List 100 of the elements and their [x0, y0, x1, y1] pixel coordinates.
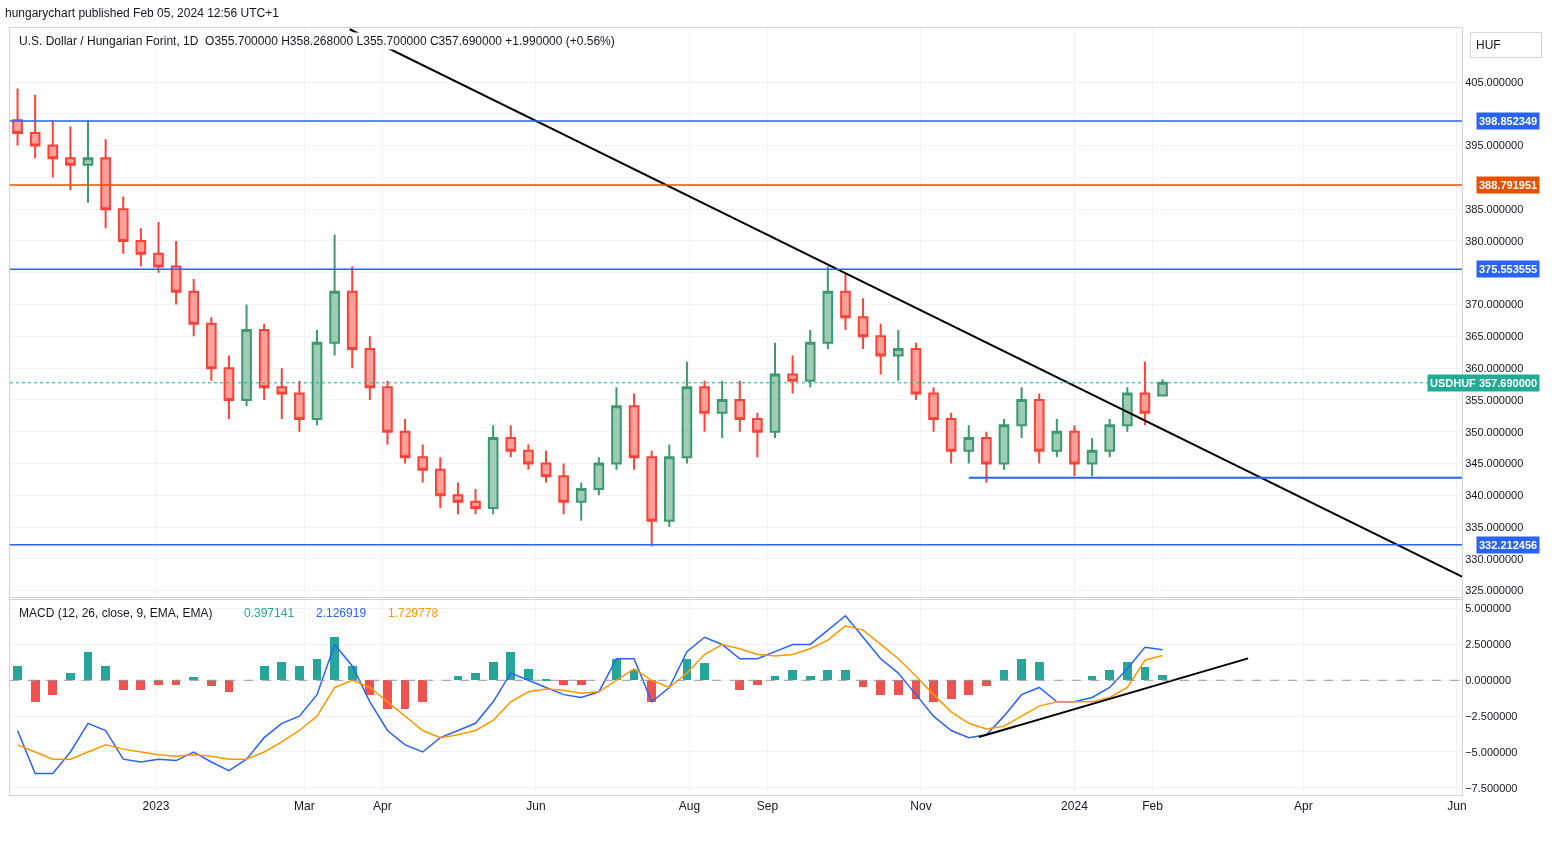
bar	[313, 659, 321, 680]
y-tick-label: 345.000000	[1465, 457, 1524, 470]
candlestick	[857, 297, 869, 351]
candlestick	[258, 322, 270, 401]
candlestick	[117, 195, 129, 255]
ref-line-label: 388.791951	[1479, 179, 1538, 191]
y-tick-label: 0.000000	[1465, 674, 1512, 687]
bar	[1105, 670, 1114, 680]
x-tick-label: Nov	[910, 799, 932, 814]
bar	[841, 670, 850, 680]
bar	[753, 680, 762, 685]
candlestick	[681, 360, 693, 465]
bar	[559, 680, 568, 685]
candlestick	[1051, 417, 1063, 459]
bar	[1000, 670, 1008, 680]
bar	[66, 673, 75, 680]
bar	[806, 676, 815, 680]
bar	[277, 662, 286, 680]
candlestick	[998, 417, 1010, 471]
candlestick	[505, 424, 517, 459]
y-tick-label: 360.000000	[1465, 361, 1524, 374]
candlestick	[523, 443, 534, 471]
y-tick-label: 365.000000	[1465, 330, 1524, 343]
candlestick	[593, 456, 605, 497]
candlestick	[1016, 386, 1027, 440]
bar	[48, 680, 57, 695]
candlestick	[1033, 392, 1045, 465]
candlestick	[734, 379, 746, 433]
x-tick-label: 2024	[1061, 799, 1089, 814]
ref-line-label: 332.212456	[1479, 539, 1538, 551]
x-tick-label: Jun	[526, 799, 546, 814]
text: U.S. Dollar / Hungarian Forint, 1D O355.700000 H358.268000 L355.700000 C357.690000 +1.990000 (+0.56%)	[19, 34, 615, 48]
y-tick-label: 355.000000	[1465, 393, 1524, 406]
bar	[330, 637, 339, 680]
bar	[506, 652, 515, 680]
candlestick	[29, 93, 41, 160]
candlestick	[611, 386, 622, 471]
candlestick	[1104, 417, 1116, 459]
bar	[1141, 667, 1149, 680]
x-tick-label: Jun	[1447, 799, 1467, 814]
line-series	[16, 625, 1164, 760]
bar	[700, 663, 709, 680]
text: MACD (12, 26, close, 9, EMA, EMA)	[19, 606, 213, 620]
candlestick	[787, 354, 798, 395]
candlestick	[206, 316, 217, 382]
candlestick	[470, 487, 481, 516]
candlestick	[435, 456, 446, 509]
candlestick	[804, 328, 816, 389]
candlestick	[311, 328, 323, 427]
candlestick	[82, 119, 94, 204]
y-tick-label: 385.000000	[1465, 203, 1524, 216]
y-tick-label: 395.000000	[1465, 139, 1524, 152]
candlestick	[928, 386, 939, 433]
candlestick	[294, 379, 305, 433]
candlestick	[276, 367, 288, 420]
bar	[383, 680, 392, 709]
bar	[119, 680, 128, 690]
bar	[1035, 662, 1044, 680]
bar	[454, 676, 462, 680]
bar	[31, 680, 40, 702]
y-tick-label: −7.500000	[1465, 781, 1518, 794]
candlestick	[417, 443, 429, 484]
candlestick	[716, 379, 728, 440]
candlestick	[540, 449, 552, 484]
candlestick	[382, 379, 393, 446]
y-tick-label: 405.000000	[1465, 75, 1524, 88]
bar	[1158, 675, 1167, 680]
candlestick	[346, 265, 358, 370]
x-tick-label: Feb	[1142, 799, 1164, 814]
bar	[13, 666, 22, 680]
candlestick	[963, 424, 975, 465]
y-tick-label: 380.000000	[1465, 234, 1524, 247]
bar	[489, 662, 498, 680]
candlestick	[364, 335, 376, 401]
candlestick	[153, 220, 164, 274]
bar	[735, 680, 744, 690]
bar	[1088, 676, 1096, 680]
bar	[418, 680, 427, 702]
y-tick-label: 370.000000	[1465, 298, 1524, 311]
bar	[189, 677, 198, 680]
candlestick	[575, 481, 587, 522]
candlestick	[752, 411, 763, 459]
candlestick	[1086, 437, 1098, 478]
bar	[630, 670, 638, 680]
candlestick	[769, 341, 781, 440]
x-tick-label: Apr	[373, 799, 392, 814]
candlestick	[628, 392, 640, 471]
candlestick	[188, 278, 200, 338]
bar	[101, 666, 110, 680]
candlestick	[12, 87, 23, 147]
bar	[947, 680, 956, 699]
candlestick	[1157, 378, 1168, 397]
bar	[225, 680, 233, 692]
bar	[876, 680, 885, 695]
y-tick-label: 340.000000	[1465, 489, 1524, 502]
candlestick	[699, 379, 710, 433]
y-tick-label: 330.000000	[1465, 552, 1524, 565]
y-tick-label: 5.000000	[1465, 602, 1512, 615]
candlestick	[893, 328, 904, 382]
x-tick-label: Mar	[294, 799, 315, 814]
